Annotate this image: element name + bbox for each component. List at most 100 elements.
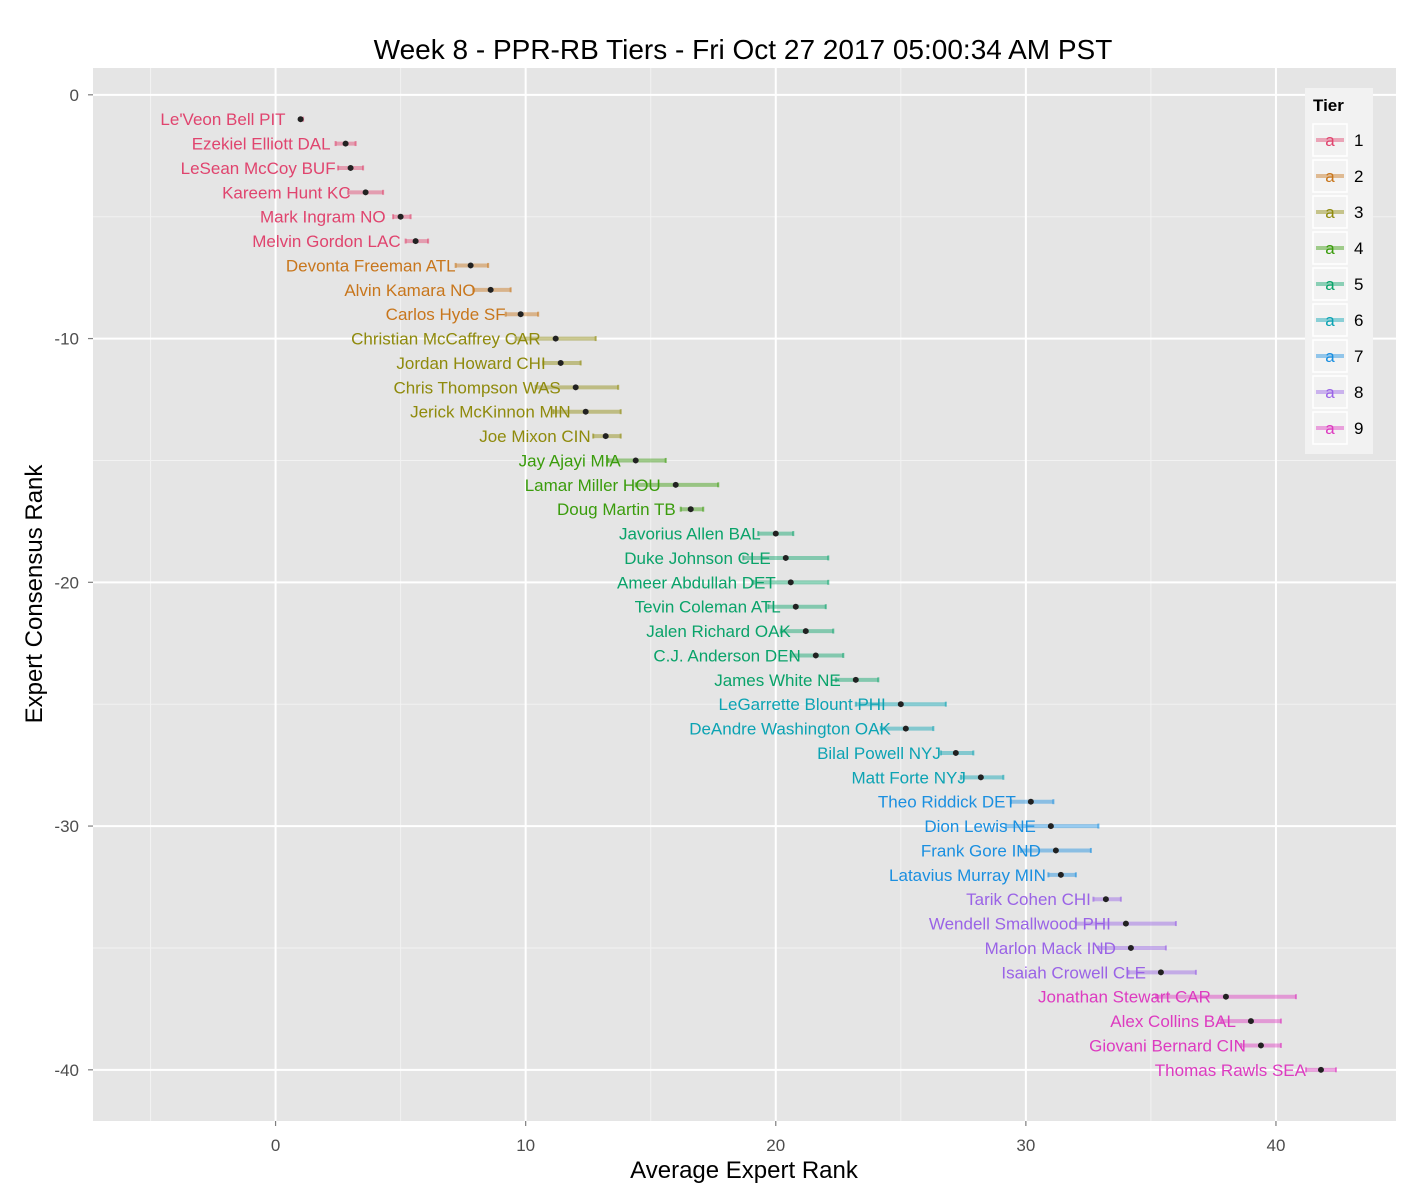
y-tick-label: -20 [54,573,79,592]
data-point [602,433,609,440]
data-point [297,116,304,123]
player-label: Chris Thompson WAS [393,378,560,397]
player-label: Thomas Rawls SEA [1155,1061,1307,1080]
data-point [672,481,679,488]
player-label: Tarik Cohen CHI [966,890,1091,909]
legend-label: 3 [1354,203,1363,222]
grid-major [93,68,1396,1121]
legend-key-glyph: a [1325,311,1335,330]
data-point [1157,969,1164,976]
y-axis-title: Expert Consensus Rank [21,464,48,724]
legend-key [1312,159,1348,193]
legend-key [1312,375,1348,409]
grid-minor [93,68,1396,1121]
data-point [487,286,494,293]
legend-key-glyph: a [1325,167,1335,186]
data-point [557,359,564,366]
player-label: Wendell Smallwood PHI [929,915,1111,934]
player-label: Isaiah Crowell CLE [1001,963,1146,982]
data-point [572,384,579,391]
data-point [1257,1042,1264,1049]
legend: Tier a 1a 2a 3a 4a 5a 6a 7a 8a 9 [1305,88,1373,454]
player-label: Tevin Coleman ATL [635,598,781,617]
data-point [347,164,354,171]
data-point [412,238,419,245]
data-point [1317,1066,1324,1073]
player-label: Christian McCaffrey CAR [351,330,541,349]
player-label: Bilal Powell NYJ [817,744,941,763]
player-label: C.J. Anderson DEN [653,646,800,665]
player-label: Jay Ajayi MIA [519,451,622,470]
data-point [1102,896,1109,903]
legend-label: 8 [1354,383,1363,402]
player-label: Alvin Kamara NO [344,281,475,300]
player-label: Dion Lewis NE [924,817,1036,836]
data-point [902,725,909,732]
data-point [342,140,349,147]
legend-key-glyph: a [1325,131,1335,150]
data-point [977,774,984,781]
legend-label: 6 [1354,311,1363,330]
player-label: Matt Forte NYJ [852,768,966,787]
player-label: LeSean McCoy BUF [181,159,336,178]
y-tick-label: -10 [54,330,79,349]
legend-key [1312,339,1348,373]
data-point [897,701,904,708]
x-axis: 0 10 20 30 40 [271,1121,1285,1155]
plot-panel [93,68,1396,1121]
player-label: Lamar Miller HOU [525,476,661,495]
data-point [952,749,959,756]
x-tick-label: 20 [766,1136,785,1155]
data-point [1052,847,1059,854]
data-point [582,408,589,415]
player-label: Ameer Abdullah DET [617,573,776,592]
player-label: Le'Veon Bell PIT [160,110,285,129]
player-label: Alex Collins BAL [1110,1012,1236,1031]
data-point [1047,823,1054,830]
legend-key-glyph: a [1325,239,1335,258]
data-point [1247,1018,1254,1025]
legend-label: 7 [1354,347,1363,366]
x-axis-title: Average Expert Rank [630,1157,859,1184]
player-label: Carlos Hyde SF [386,305,506,324]
player-label: Jordan Howard CHI [396,354,545,373]
data-point [632,457,639,464]
legend-key [1312,411,1348,445]
legend-key [1312,303,1348,337]
player-label: Mark Ingram NO [260,208,386,227]
y-tick-label: -30 [54,817,79,836]
player-label: Giovani Bernard CIN [1089,1036,1246,1055]
y-axis: 0 -10 -20 -30 -40 [54,86,93,1080]
player-label: DeAndre Washington OAK [689,720,891,739]
legend-key [1312,267,1348,301]
data-point [782,554,789,561]
data-point [852,676,859,683]
data-point [1222,993,1229,1000]
legend-label: 2 [1354,167,1363,186]
y-tick-label: -40 [54,1061,79,1080]
data-point [552,335,559,342]
player-label: Melvin Gordon LAC [252,232,400,251]
player-label: Jalen Richard OAK [646,622,791,641]
legend-label: 1 [1354,131,1363,150]
player-label: Frank Gore IND [921,841,1041,860]
data-point [517,311,524,318]
data-point [802,628,809,635]
data-point [787,579,794,586]
points [297,116,1324,1073]
data-point [812,652,819,659]
legend-key [1312,195,1348,229]
data-point [1057,871,1064,878]
player-label: Theo Riddick DET [878,793,1016,812]
player-label: Jonathan Stewart CAR [1038,988,1211,1007]
legend-label: 9 [1354,419,1363,438]
player-label: James White NE [714,671,841,690]
